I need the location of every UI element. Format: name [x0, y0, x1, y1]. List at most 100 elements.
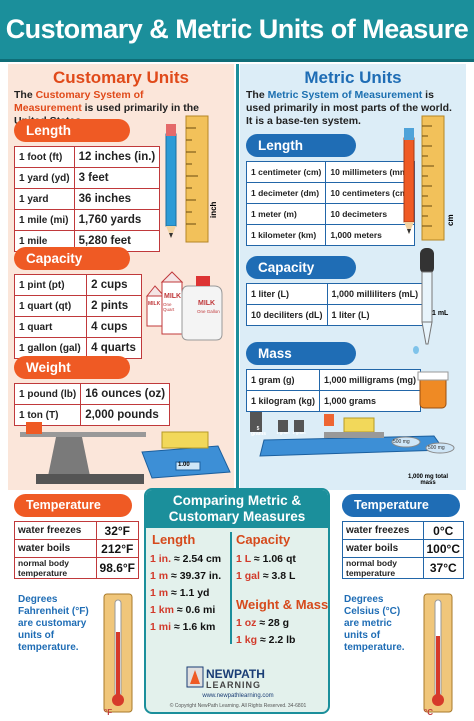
- intro-text: is used primarily in most parts of the w…: [246, 89, 452, 127]
- compare-divider: [230, 532, 232, 644]
- table-cell: 1 decimeter (dm): [245, 182, 327, 204]
- list-item-right: ≈ 28 g: [259, 617, 290, 629]
- table-cell: 4 cups: [86, 316, 142, 338]
- intro-text: The: [14, 89, 36, 101]
- list-item: 1 m ≈ 39.37 in.: [150, 568, 230, 585]
- table-cell: 1,000 grams: [319, 390, 422, 412]
- carton-label: MILK: [148, 301, 161, 307]
- table-cell: 37°C: [422, 557, 464, 579]
- compare-length-heading: Length: [152, 532, 196, 547]
- customary-weight-table: 1 pound (lb) 16 ounces (oz) 1 ton (T) 2,00…: [13, 383, 171, 426]
- fahrenheit-scale-label: °F: [104, 708, 113, 717]
- customary-length-pill: Length: [14, 119, 130, 142]
- metric-length-table: 1 centimeter (cm) 10 millimeters (mm) 1 d…: [245, 161, 416, 246]
- copyright: © Copyright NewPath Learning. All Rights…: [169, 703, 307, 709]
- temp-right-pill: Temperature: [342, 494, 460, 517]
- table-row: 1 quart 4 cups: [13, 316, 142, 338]
- title-banner: Customary & Metric Units of Measure: [0, 0, 474, 62]
- table-cell: 3 feet: [73, 167, 161, 189]
- fahrenheit-note: Degrees Fahrenheit (°F) are customary un…: [18, 594, 92, 654]
- list-item-right: ≈ 3.8 L: [262, 570, 296, 582]
- metric-intro: The Metric System of Measurement is used…: [246, 89, 460, 128]
- list-item-left: 1 L: [236, 553, 251, 565]
- customary-capacity-pill: Capacity: [14, 247, 130, 270]
- jug-label: MILK: [198, 300, 216, 307]
- table-row: 1 yard (yd) 3 feet: [14, 167, 161, 189]
- metric-length-pill: Length: [246, 134, 356, 157]
- table-cell: 1,000 meters: [325, 224, 416, 246]
- compare-weight-list: 1 oz ≈ 28 g 1 kg ≈ 2.2 lb: [236, 615, 326, 649]
- pencil-ruler-illustration: [165, 115, 209, 243]
- pill-total: 1,000 mg total mass: [408, 474, 449, 486]
- table-cell: 1 kilometer (km): [245, 224, 327, 246]
- list-item: 1 kg ≈ 2.2 lb: [236, 632, 326, 649]
- compare-capacity-heading: Capacity: [236, 532, 291, 547]
- table-cell: 1 yard (yd): [14, 167, 75, 189]
- temp-left-table: water freezes 32°F water boils 212°F norma…: [14, 521, 140, 579]
- table-cell: 1 liter (L): [246, 283, 328, 305]
- table-row: water boils 100°C: [342, 539, 464, 558]
- customary-capacity-table: 1 pint (pt) 2 cups 1 quart (qt) 2 pints 1 …: [13, 274, 142, 359]
- table-cell: 212°F: [95, 539, 140, 558]
- list-item-left: 1 km: [150, 604, 174, 616]
- table-row: 1 kilometer (km) 1,000 meters: [245, 224, 416, 246]
- table-cell: 1 pint (pt): [13, 274, 88, 296]
- list-item: 1 mi ≈ 1.6 km: [150, 619, 230, 636]
- table-row: 1 mile 5,280 feet: [14, 230, 161, 252]
- table-row: 1 mile (mi) 1,760 yards: [14, 209, 161, 231]
- compare-capacity-list: 1 L ≈ 1.06 qt 1 gal ≈ 3.8 L: [236, 551, 326, 585]
- celsius-scale-label: °C: [424, 708, 433, 717]
- table-row: 1 yard 36 inches: [14, 188, 161, 210]
- intro-highlight: Customary System of Measurement: [14, 89, 144, 114]
- carton-sublabel: One Quart: [163, 302, 175, 312]
- thermometer-illustration: [423, 593, 453, 713]
- table-row: water freezes 0°C: [342, 521, 464, 540]
- list-item-left: 1 kg: [236, 634, 258, 646]
- list-item: 1 oz ≈ 28 g: [236, 615, 326, 632]
- table-cell: water boils: [342, 539, 424, 558]
- table-cell: 1 quart (qt): [13, 295, 88, 317]
- list-item-left: 1 m: [150, 570, 169, 582]
- weight-label: 1 gram: [292, 430, 306, 435]
- table-cell: 100°C: [422, 539, 464, 558]
- customary-length-table: 1 foot (ft) 12 inches (in.) 1 yard (yd) 3 …: [14, 146, 161, 252]
- table-cell: normal body temperature: [14, 557, 97, 579]
- logo-url: www.newpathlearning.com: [202, 693, 274, 699]
- table-cell: 2 pints: [86, 295, 142, 317]
- list-item: 1 L ≈ 1.06 qt: [236, 551, 326, 568]
- table-row: 1 pound (lb) 16 ounces (oz): [13, 383, 171, 405]
- compare-weight-heading: Weight & Mass: [236, 597, 329, 612]
- table-cell: 2,000 pounds: [80, 404, 171, 426]
- milk-cartons-illustration: [145, 271, 223, 341]
- temp-right-table: water freezes 0°C water boils 100°C normal…: [342, 521, 464, 579]
- note-highlight: Celsius (°C): [344, 606, 401, 617]
- table-cell: 1 mile (mi): [14, 209, 75, 231]
- table-row: 1 ton (T) 2,000 pounds: [13, 404, 171, 426]
- pill-label: 500 mg: [428, 445, 445, 451]
- list-item-right: ≈ 39.37 in.: [171, 570, 222, 582]
- logo-text: NEWPATH: [206, 667, 265, 681]
- table-row: 10 deciliters (dL) 1 liter (L): [246, 304, 424, 326]
- list-item-left: 1 m: [150, 587, 169, 599]
- table-row: water boils 212°F: [14, 539, 140, 558]
- pill-label: 500 mg: [393, 439, 410, 445]
- table-cell: 32°F: [95, 521, 140, 540]
- list-item-left: 1 oz: [236, 617, 257, 629]
- metric-capacity-pill: Capacity: [246, 256, 356, 279]
- customary-weight-pill: Weight: [14, 356, 130, 379]
- table-cell: 1 meter (m): [245, 203, 327, 225]
- list-item-left: 1 in.: [150, 553, 172, 565]
- note-text: are customary units of temperature.: [18, 618, 87, 653]
- note-highlight: Fahrenheit (°F): [18, 606, 89, 617]
- list-item-right: ≈ 1.6 km: [173, 621, 216, 633]
- inch-ruler-label: inch: [209, 201, 218, 218]
- carton-label: MILK: [164, 293, 182, 300]
- table-cell: 0°C: [422, 521, 464, 540]
- note-text: are metric units of temperature.: [344, 618, 405, 653]
- table-cell: 10 deciliters (dL): [246, 304, 328, 326]
- comparison-box: Comparing Metric & Customary Measures: [144, 488, 330, 714]
- thermometer-illustration: [103, 593, 133, 713]
- table-row: 1 centimeter (cm) 10 millimeters (mm): [245, 161, 416, 183]
- metric-heading: Metric Units: [304, 68, 402, 87]
- cm-ruler-label: cm: [446, 214, 455, 226]
